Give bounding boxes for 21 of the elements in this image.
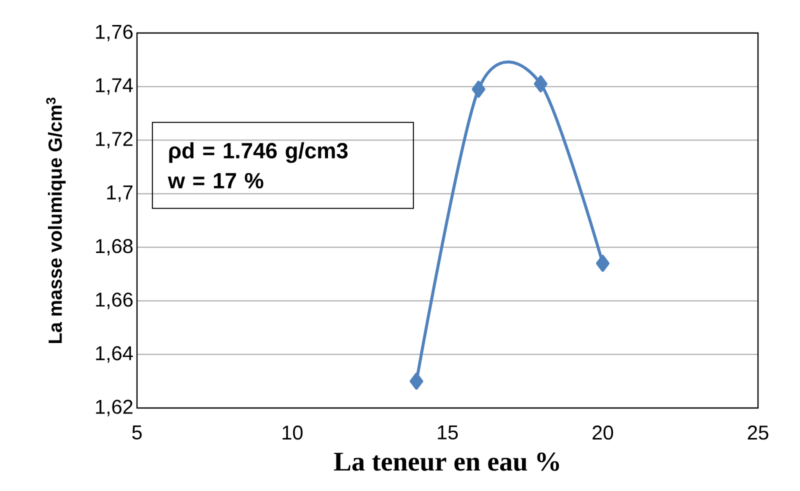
annotation: w = 17 %: [168, 172, 264, 188]
y-tick-label: 1,62: [96, 400, 132, 416]
x-tick-label: 10: [282, 426, 303, 440]
x-axis-title: La teneur en eau %: [334, 452, 559, 471]
x-tick-label: 5: [132, 426, 142, 440]
y-tick-label: 1,76: [96, 24, 133, 42]
y-tick-label: 1,64: [96, 346, 133, 363]
y-tick-label: 1,74: [96, 78, 133, 95]
annotation: ρd = 1.746 g/cm3: [169, 142, 348, 163]
point: [472, 80, 486, 98]
x-tick-label: 15: [438, 426, 458, 440]
y-axis-title: La masse volumique G/cm$^{3}$: [46, 98, 66, 344]
y-tick-label: 1,72: [96, 132, 132, 148]
point: [596, 254, 610, 272]
point: [534, 75, 548, 92]
y-tick-label: 1,7: [107, 186, 132, 202]
x-tick-label: 20: [592, 426, 614, 440]
y-tick-label: 1,66: [96, 292, 133, 310]
x-tick-label: 25: [748, 426, 768, 440]
y-tick-label: 1,68: [96, 239, 133, 256]
point: [410, 372, 424, 390]
